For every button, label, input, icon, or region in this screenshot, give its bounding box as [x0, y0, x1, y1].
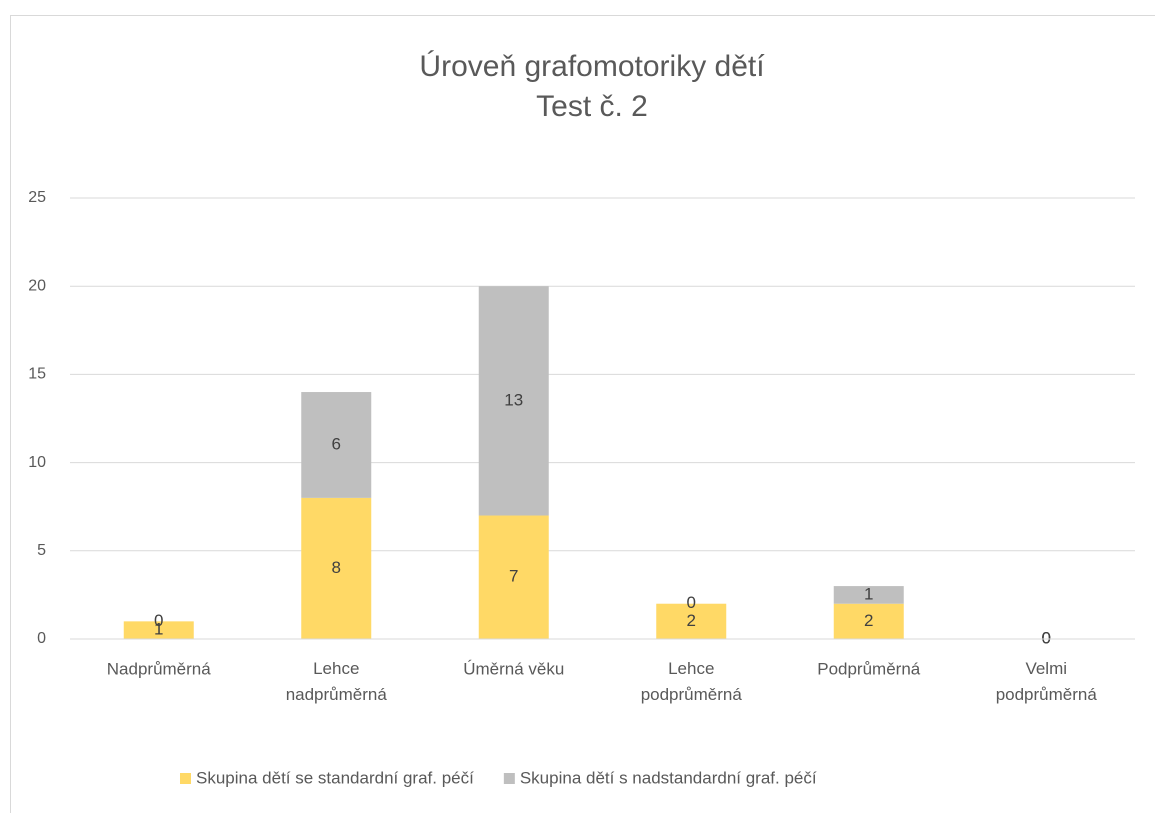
data-label: 0: [154, 611, 163, 630]
data-label: 2: [864, 611, 873, 630]
y-tick-label: 25: [28, 189, 46, 206]
data-label: 1: [154, 620, 163, 639]
bar-segment: [656, 603, 727, 639]
bar-segment: [478, 286, 549, 516]
x-tick-label-line: podprůměrná: [641, 685, 743, 704]
y-tick-label: 10: [28, 454, 46, 471]
y-tick-label: 5: [37, 542, 46, 559]
x-tick-label-line: Lehce: [668, 659, 714, 678]
data-label: 2: [687, 611, 696, 630]
data-label: 0: [1042, 628, 1051, 647]
data-label: 7: [509, 567, 518, 586]
x-tick-label: Nadprůměrná: [107, 659, 211, 678]
data-label: 0: [687, 593, 696, 612]
x-tick-label-line: Velmi: [1025, 659, 1067, 678]
bar-segment: [478, 515, 549, 639]
x-tick-label: Lehce nadprůměrná: [286, 659, 388, 704]
bar-segment: [833, 586, 904, 604]
y-tick-label: 15: [28, 366, 46, 383]
legend-swatch: [503, 773, 515, 784]
x-tick-label: Lehce podprůměrná: [641, 659, 743, 704]
y-tick-label: 20: [28, 277, 46, 294]
x-tick-label-line: podprůměrná: [996, 685, 1098, 704]
chart-subtitle: Test č. 2: [536, 90, 648, 123]
x-tick-label-line: Lehce: [313, 659, 359, 678]
x-tick-label: Velmi podprůměrná: [996, 659, 1098, 704]
x-tick-label-line: nadprůměrná: [286, 685, 388, 704]
legend-swatch: [180, 773, 191, 784]
bar-segment: [833, 603, 904, 639]
chart-border: [10, 15, 1155, 813]
legend-label: Skupina dětí s nadstandardní graf. péčí: [520, 768, 817, 787]
data-label: 13: [504, 390, 523, 409]
data-label: 6: [332, 434, 341, 453]
x-tick-label: Podprůměrná: [817, 659, 921, 678]
data-label: 1: [864, 584, 873, 603]
data-label: 8: [332, 558, 341, 577]
y-tick-label: 0: [37, 630, 46, 647]
bar-segment: [301, 392, 372, 498]
chart-title: Úroveň grafomotoriky dětí: [419, 50, 765, 83]
bar-segment: [301, 497, 372, 639]
legend-label: Skupina dětí se standardní graf. péčí: [196, 768, 474, 787]
x-tick-label: Úměrná věku: [463, 659, 564, 678]
data-label: 0: [1042, 628, 1051, 647]
bar-segment: [123, 621, 194, 639]
